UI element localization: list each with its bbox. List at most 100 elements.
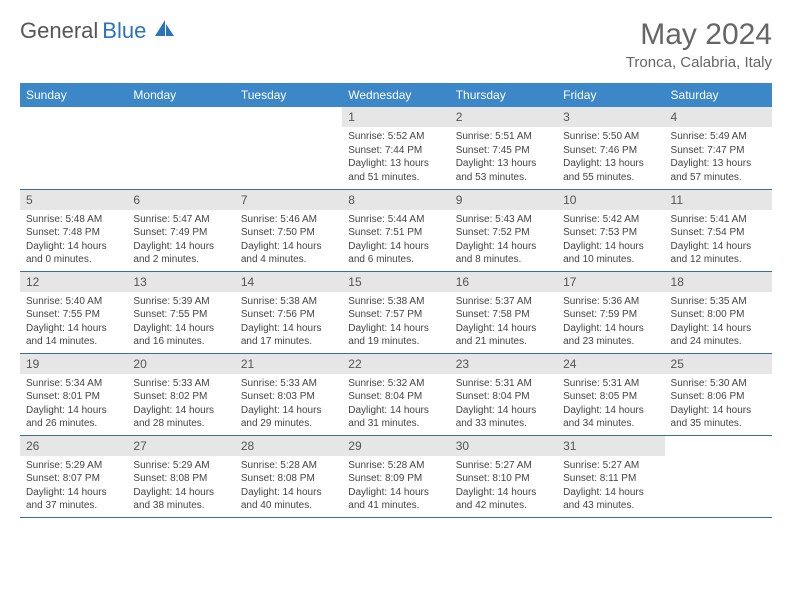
calendar-table: SundayMondayTuesdayWednesdayThursdayFrid… — [20, 83, 772, 518]
cell-body: Sunrise: 5:33 AMSunset: 8:03 PMDaylight:… — [235, 374, 342, 434]
calendar-cell — [127, 107, 234, 189]
cell-body: Sunrise: 5:36 AMSunset: 7:59 PMDaylight:… — [557, 292, 664, 352]
title-block: May 2024 Tronca, Calabria, Italy — [626, 18, 772, 71]
calendar-cell: 10Sunrise: 5:42 AMSunset: 7:53 PMDayligh… — [557, 189, 664, 271]
page-header: GeneralBlue May 2024 Tronca, Calabria, I… — [20, 18, 772, 71]
cell-daylight2: and 37 minutes. — [26, 499, 121, 513]
day-number: 10 — [557, 190, 664, 210]
cell-daylight1: Daylight: 14 hours — [26, 322, 121, 336]
cell-sunrise: Sunrise: 5:40 AM — [26, 295, 121, 309]
cell-sunset: Sunset: 7:53 PM — [563, 226, 658, 240]
calendar-cell: 25Sunrise: 5:30 AMSunset: 8:06 PMDayligh… — [665, 353, 772, 435]
cell-body: Sunrise: 5:41 AMSunset: 7:54 PMDaylight:… — [665, 210, 772, 270]
calendar-cell: 9Sunrise: 5:43 AMSunset: 7:52 PMDaylight… — [450, 189, 557, 271]
cell-sunset: Sunset: 8:04 PM — [456, 390, 551, 404]
cell-sunrise: Sunrise: 5:38 AM — [241, 295, 336, 309]
day-number: 9 — [450, 190, 557, 210]
cell-body: Sunrise: 5:27 AMSunset: 8:11 PMDaylight:… — [557, 456, 664, 516]
cell-sunrise: Sunrise: 5:38 AM — [348, 295, 443, 309]
day-number: 26 — [20, 436, 127, 456]
cell-daylight1: Daylight: 14 hours — [348, 240, 443, 254]
cell-body: Sunrise: 5:30 AMSunset: 8:06 PMDaylight:… — [665, 374, 772, 434]
cell-sunrise: Sunrise: 5:31 AM — [563, 377, 658, 391]
cell-body: Sunrise: 5:42 AMSunset: 7:53 PMDaylight:… — [557, 210, 664, 270]
cell-daylight1: Daylight: 14 hours — [26, 240, 121, 254]
day-number: 21 — [235, 354, 342, 374]
cell-sunset: Sunset: 8:00 PM — [671, 308, 766, 322]
cell-body: Sunrise: 5:28 AMSunset: 8:08 PMDaylight:… — [235, 456, 342, 516]
calendar-cell: 31Sunrise: 5:27 AMSunset: 8:11 PMDayligh… — [557, 435, 664, 517]
cell-daylight1: Daylight: 14 hours — [671, 240, 766, 254]
cell-sunrise: Sunrise: 5:30 AM — [671, 377, 766, 391]
cell-sunset: Sunset: 7:46 PM — [563, 144, 658, 158]
weekday-header: Friday — [557, 83, 664, 107]
cell-daylight2: and 34 minutes. — [563, 417, 658, 431]
cell-sunrise: Sunrise: 5:52 AM — [348, 130, 443, 144]
cell-sunrise: Sunrise: 5:37 AM — [456, 295, 551, 309]
cell-daylight1: Daylight: 14 hours — [563, 404, 658, 418]
cell-sunset: Sunset: 8:07 PM — [26, 472, 121, 486]
calendar-cell: 29Sunrise: 5:28 AMSunset: 8:09 PMDayligh… — [342, 435, 449, 517]
cell-daylight1: Daylight: 14 hours — [563, 486, 658, 500]
cell-sunrise: Sunrise: 5:28 AM — [241, 459, 336, 473]
weekday-header: Sunday — [20, 83, 127, 107]
day-number: 18 — [665, 272, 772, 292]
cell-body: Sunrise: 5:47 AMSunset: 7:49 PMDaylight:… — [127, 210, 234, 270]
calendar-cell: 18Sunrise: 5:35 AMSunset: 8:00 PMDayligh… — [665, 271, 772, 353]
cell-sunset: Sunset: 7:54 PM — [671, 226, 766, 240]
cell-sunset: Sunset: 7:50 PM — [241, 226, 336, 240]
cell-daylight1: Daylight: 14 hours — [563, 240, 658, 254]
cell-sunrise: Sunrise: 5:31 AM — [456, 377, 551, 391]
cell-daylight2: and 53 minutes. — [456, 171, 551, 185]
cell-sunset: Sunset: 7:59 PM — [563, 308, 658, 322]
calendar-cell: 13Sunrise: 5:39 AMSunset: 7:55 PMDayligh… — [127, 271, 234, 353]
cell-sunset: Sunset: 8:01 PM — [26, 390, 121, 404]
cell-sunset: Sunset: 8:11 PM — [563, 472, 658, 486]
cell-daylight1: Daylight: 14 hours — [241, 322, 336, 336]
calendar-cell: 24Sunrise: 5:31 AMSunset: 8:05 PMDayligh… — [557, 353, 664, 435]
cell-daylight2: and 41 minutes. — [348, 499, 443, 513]
logo: GeneralBlue — [20, 18, 176, 44]
cell-sunset: Sunset: 7:55 PM — [133, 308, 228, 322]
calendar-cell: 16Sunrise: 5:37 AMSunset: 7:58 PMDayligh… — [450, 271, 557, 353]
calendar-cell: 30Sunrise: 5:27 AMSunset: 8:10 PMDayligh… — [450, 435, 557, 517]
cell-daylight2: and 8 minutes. — [456, 253, 551, 267]
cell-sunset: Sunset: 7:47 PM — [671, 144, 766, 158]
cell-daylight2: and 23 minutes. — [563, 335, 658, 349]
cell-body: Sunrise: 5:49 AMSunset: 7:47 PMDaylight:… — [665, 127, 772, 187]
cell-body: Sunrise: 5:27 AMSunset: 8:10 PMDaylight:… — [450, 456, 557, 516]
calendar-cell: 11Sunrise: 5:41 AMSunset: 7:54 PMDayligh… — [665, 189, 772, 271]
month-title: May 2024 — [626, 18, 772, 52]
cell-daylight2: and 14 minutes. — [26, 335, 121, 349]
cell-body: Sunrise: 5:39 AMSunset: 7:55 PMDaylight:… — [127, 292, 234, 352]
day-number: 11 — [665, 190, 772, 210]
cell-sunrise: Sunrise: 5:27 AM — [456, 459, 551, 473]
cell-body: Sunrise: 5:40 AMSunset: 7:55 PMDaylight:… — [20, 292, 127, 352]
calendar-cell: 19Sunrise: 5:34 AMSunset: 8:01 PMDayligh… — [20, 353, 127, 435]
cell-sunrise: Sunrise: 5:28 AM — [348, 459, 443, 473]
cell-daylight1: Daylight: 14 hours — [671, 322, 766, 336]
cell-sunset: Sunset: 7:45 PM — [456, 144, 551, 158]
day-number: 29 — [342, 436, 449, 456]
cell-daylight1: Daylight: 13 hours — [671, 157, 766, 171]
calendar-cell: 8Sunrise: 5:44 AMSunset: 7:51 PMDaylight… — [342, 189, 449, 271]
cell-daylight2: and 26 minutes. — [26, 417, 121, 431]
cell-sunrise: Sunrise: 5:50 AM — [563, 130, 658, 144]
cell-daylight1: Daylight: 14 hours — [456, 240, 551, 254]
cell-sunrise: Sunrise: 5:48 AM — [26, 213, 121, 227]
cell-body: Sunrise: 5:29 AMSunset: 8:07 PMDaylight:… — [20, 456, 127, 516]
calendar-cell: 15Sunrise: 5:38 AMSunset: 7:57 PMDayligh… — [342, 271, 449, 353]
weekday-header: Monday — [127, 83, 234, 107]
cell-body: Sunrise: 5:51 AMSunset: 7:45 PMDaylight:… — [450, 127, 557, 187]
day-number: 14 — [235, 272, 342, 292]
day-number: 25 — [665, 354, 772, 374]
calendar-cell: 7Sunrise: 5:46 AMSunset: 7:50 PMDaylight… — [235, 189, 342, 271]
weekday-header: Wednesday — [342, 83, 449, 107]
cell-daylight1: Daylight: 14 hours — [348, 322, 443, 336]
day-number: 31 — [557, 436, 664, 456]
cell-daylight2: and 0 minutes. — [26, 253, 121, 267]
day-number: 13 — [127, 272, 234, 292]
location-subtitle: Tronca, Calabria, Italy — [626, 54, 772, 71]
cell-daylight2: and 10 minutes. — [563, 253, 658, 267]
cell-sunset: Sunset: 7:55 PM — [26, 308, 121, 322]
